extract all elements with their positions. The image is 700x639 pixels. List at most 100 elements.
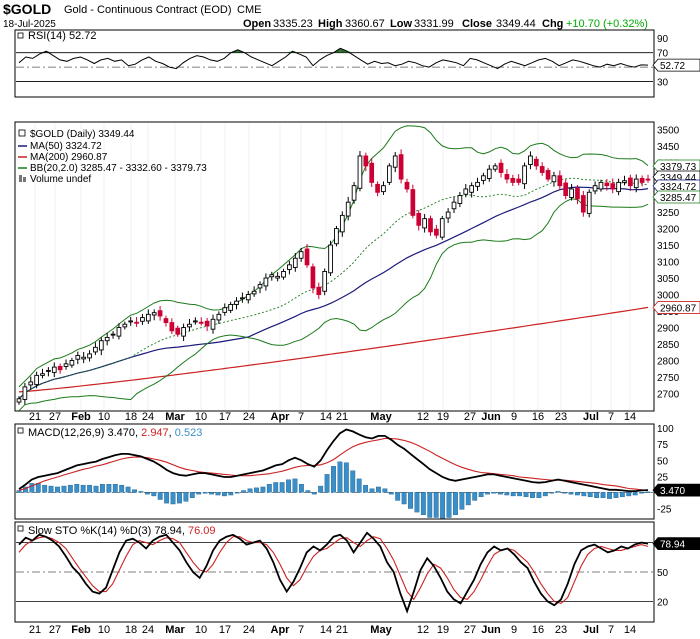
candle-body xyxy=(339,214,345,233)
rsi-line xyxy=(18,47,649,70)
rsi-layer xyxy=(18,47,649,70)
candle xyxy=(187,318,192,332)
candle xyxy=(269,271,275,281)
candle xyxy=(539,162,545,176)
candle-body xyxy=(481,175,486,181)
macd-histogram-bar xyxy=(568,492,574,495)
candle-body xyxy=(40,373,45,376)
x-axis-label: 23 xyxy=(555,411,567,423)
macd-histogram-bar xyxy=(151,492,157,497)
candle xyxy=(98,337,104,356)
candle xyxy=(63,359,69,370)
candle-body xyxy=(357,155,363,189)
macd-histogram-bar xyxy=(209,492,214,495)
price-legend: $GOLD (Daily) 3349.44 MA(50) 3324.72 MA(… xyxy=(18,129,207,185)
candle-body xyxy=(363,155,369,167)
x-axis-label: Jul xyxy=(583,411,599,423)
x-axis-label: 27 xyxy=(464,411,476,423)
macd-histogram-bar xyxy=(369,488,375,493)
macd-histogram-bar xyxy=(446,492,452,518)
x-axis-label: 10 xyxy=(98,624,110,636)
price-ytick-label: 3050 xyxy=(657,274,680,285)
x-axis-label: 27 xyxy=(464,624,476,636)
candle xyxy=(580,190,586,217)
candle-body xyxy=(510,177,516,183)
candle xyxy=(592,181,598,195)
x-axis-label: 14 xyxy=(624,411,636,423)
candle xyxy=(204,317,210,332)
sto-legend: Slow STO %K(14) %D(3) 78.94, 76.09 xyxy=(17,525,216,537)
candle xyxy=(516,174,522,186)
macd-histogram-bar xyxy=(177,492,182,504)
candle-body xyxy=(204,320,210,327)
bb-middle-line xyxy=(18,177,649,400)
candle xyxy=(428,215,433,236)
candle xyxy=(145,309,151,324)
ohlc-readout: Open 3335.23 High 3360.67 Low 3331.99 Cl… xyxy=(243,18,648,30)
candle-body xyxy=(322,270,328,292)
candle xyxy=(40,368,45,379)
candle xyxy=(163,315,169,327)
price-ytick-label: 3200 xyxy=(657,225,680,236)
price-tag-bg xyxy=(652,179,700,193)
price-legend-swatch xyxy=(18,129,26,137)
candle-body xyxy=(87,353,92,359)
candle-body xyxy=(57,366,63,371)
sto-legend-swatch xyxy=(17,525,24,532)
candle xyxy=(75,351,81,365)
candle-body xyxy=(522,165,527,185)
macd-value-tag: 3.470 xyxy=(652,483,700,497)
candle xyxy=(622,175,627,186)
macd-histogram-bar xyxy=(67,484,73,493)
rsi-ytick-label: 30 xyxy=(657,78,669,89)
candle xyxy=(316,282,322,300)
candle-body xyxy=(369,162,375,183)
instrument-name: Gold - Continuous Contract (EOD) xyxy=(64,4,232,16)
candle-body xyxy=(463,188,469,195)
candle xyxy=(128,316,134,326)
x-axis-label: 10 xyxy=(195,624,207,636)
candle xyxy=(310,263,316,294)
x-axis-label: 10 xyxy=(195,411,207,423)
macd-value: 3.470 xyxy=(107,427,135,439)
candle xyxy=(140,314,145,325)
candle-body xyxy=(557,175,563,187)
sto-layer xyxy=(18,531,649,614)
x-axis-label: 27 xyxy=(49,624,61,636)
macd-legend: MACD(12,26,9) 3.470, 2.947, 0.523 xyxy=(17,427,202,439)
macd-value-tag-bg xyxy=(652,483,700,497)
candle-body xyxy=(93,346,98,353)
candle xyxy=(69,357,75,368)
candle xyxy=(16,396,22,405)
candle-body xyxy=(216,313,222,321)
macd-histogram-bar xyxy=(639,492,645,494)
macd-histogram-bar xyxy=(189,492,195,498)
macd-histogram-bar xyxy=(157,492,163,500)
x-axis-label: 7 xyxy=(608,411,614,423)
candle-body xyxy=(516,178,522,183)
macd-histogram-bar xyxy=(324,474,330,493)
macd-ytick-label: 100 xyxy=(657,424,674,435)
candle-body xyxy=(240,297,245,300)
candle xyxy=(334,225,339,247)
candle-body xyxy=(533,158,539,167)
ma50-line xyxy=(18,186,649,400)
candle-body xyxy=(475,181,480,187)
candle-body xyxy=(633,178,639,189)
x-axis-label: 24 xyxy=(142,411,154,423)
macd-histogram-bar xyxy=(472,492,478,501)
x-axis-label: 21 xyxy=(29,411,41,423)
candle-body xyxy=(245,294,251,301)
macd-line xyxy=(18,428,649,493)
candle xyxy=(457,191,463,208)
macd-histogram-bar xyxy=(29,483,35,493)
macd-histogram-bar xyxy=(16,490,22,493)
candle xyxy=(234,297,239,310)
candle xyxy=(251,286,257,297)
candle xyxy=(216,311,222,324)
x-axis-label: May xyxy=(370,624,392,636)
candle xyxy=(492,163,498,172)
x-axis-label: 10 xyxy=(98,411,110,423)
candle-body xyxy=(175,327,181,335)
price-ytick-label: 3000 xyxy=(657,291,680,302)
